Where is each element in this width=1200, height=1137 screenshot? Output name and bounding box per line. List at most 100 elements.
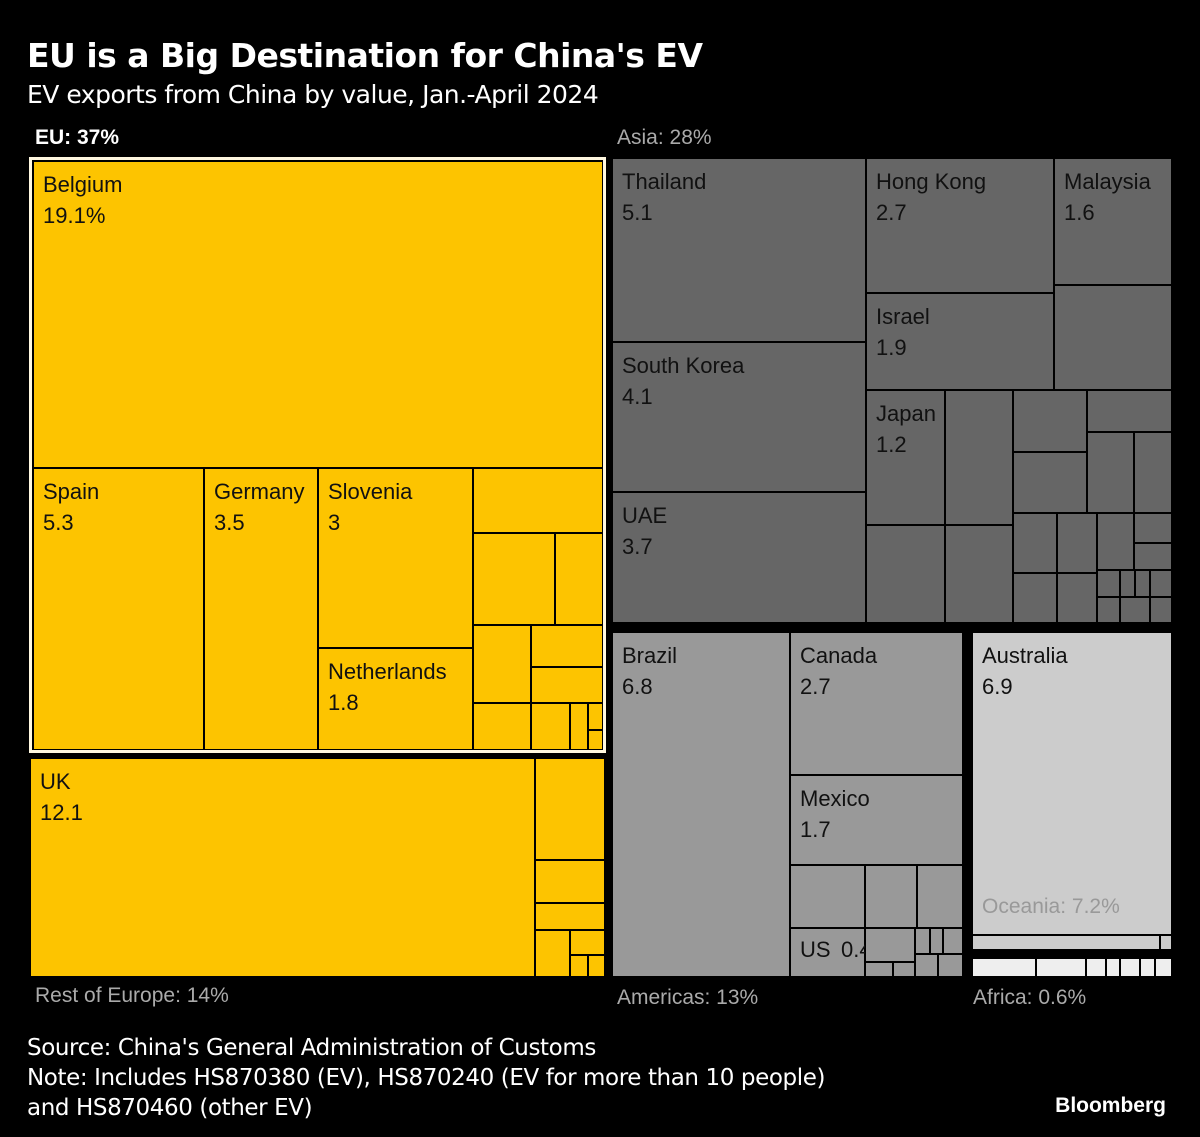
- treemap-cell-unlabeled: [473, 468, 603, 533]
- treemap-cell-unlabeled: [1087, 390, 1172, 432]
- cell-label: Germany: [214, 479, 305, 504]
- treemap-cell-unlabeled: [930, 928, 943, 954]
- treemap-cell-unlabeled: [535, 758, 605, 860]
- cell-label: Belgium: [43, 172, 123, 197]
- treemap-cell-brazil: Brazil 6.8: [612, 632, 790, 977]
- cell-label: Slovenia: [328, 479, 413, 504]
- treemap-cell-unlabeled: [1150, 570, 1172, 597]
- treemap-cell-unlabeled: [1036, 958, 1086, 977]
- group-label-americas: Americas: 13%: [617, 986, 759, 1009]
- treemap-cell-unlabeled: [1013, 513, 1057, 573]
- treemap-cell-unlabeled: [570, 930, 605, 955]
- source-note: Source: China's General Administration o…: [27, 1035, 596, 1061]
- treemap-cell-unlabeled: [588, 703, 603, 730]
- treemap-cell-unlabeled: [1134, 543, 1172, 570]
- treemap-cell-unlabeled: [1087, 432, 1134, 513]
- treemap-cell-unlabeled: [1140, 958, 1155, 977]
- chart-subtitle: EV exports from China by value, Jan.-Apr…: [27, 80, 599, 109]
- cell-label: Australia: [982, 643, 1068, 668]
- treemap-cell-unlabeled: [1097, 597, 1120, 623]
- treemap-cell-unlabeled: [1134, 432, 1172, 513]
- treemap-cell-unlabeled: [570, 955, 588, 977]
- treemap-cell-unlabeled: [1120, 958, 1140, 977]
- cell-label: Netherlands: [328, 659, 447, 684]
- treemap-cell-unlabeled: [473, 625, 531, 703]
- cell-value: 1.7: [800, 817, 831, 842]
- treemap-cell-unlabeled: [531, 703, 570, 750]
- treemap-cell-unlabeled: [1086, 958, 1106, 977]
- cell-label: UAE: [622, 503, 668, 528]
- cell-label: Thailand: [622, 169, 707, 194]
- treemap-cell-unlabeled: [588, 730, 603, 750]
- cell-label: South Korea: [622, 353, 745, 378]
- treemap-cell-unlabeled: [1013, 390, 1087, 452]
- treemap-cell-unlabeled: [1134, 513, 1172, 543]
- treemap-cell-unlabeled: [972, 958, 1036, 977]
- treemap-cell-netherlands: Netherlands 1.8: [318, 648, 473, 750]
- cell-value: 1.9: [876, 335, 907, 360]
- treemap-cell-mexico: Mexico 1.7: [790, 775, 963, 865]
- cell-value: 1.8: [328, 690, 359, 715]
- treemap-cell-unlabeled: [531, 625, 603, 667]
- treemap-cell-unlabeled: [535, 903, 605, 930]
- treemap-cell-germany: Germany 3.5: [204, 468, 318, 750]
- treemap-cell-unlabeled: [945, 525, 1013, 623]
- treemap-cell-unlabeled: [473, 703, 531, 750]
- cell-value: 2.7: [876, 200, 907, 225]
- treemap-cell-unlabeled: [893, 962, 915, 977]
- treemap-cell-belgium: Belgium 19.1%: [33, 161, 603, 468]
- cell-value: 12.1: [40, 800, 83, 825]
- cell-label: Mexico: [800, 786, 870, 811]
- treemap-cell-unlabeled: [865, 865, 917, 928]
- treemap-cell-unlabeled: [915, 928, 930, 954]
- group-label-asia: Asia: 28%: [617, 126, 712, 149]
- treemap-cell-thailand: Thailand 5.1: [612, 158, 866, 342]
- treemap-cell-unlabeled: [1160, 935, 1172, 950]
- treemap-cell-unlabeled: [555, 533, 603, 625]
- treemap-cell-unlabeled: [1155, 958, 1172, 977]
- treemap-cell-unlabeled: [1057, 573, 1097, 623]
- cell-label: Brazil: [622, 643, 678, 668]
- treemap-cell-unlabeled: [1097, 513, 1134, 570]
- treemap-cell-unlabeled: [535, 930, 570, 977]
- treemap-cell-australia: Australia 6.9: [972, 632, 1172, 935]
- treemap-cell-unlabeled: [972, 935, 1160, 950]
- treemap-cell-unlabeled: [1054, 285, 1172, 390]
- cell-label: US: [800, 937, 831, 962]
- treemap-cell-unlabeled: [1135, 570, 1150, 597]
- treemap-cell-unlabeled: [865, 928, 915, 962]
- treemap-cell-slovenia: Slovenia 3: [318, 468, 473, 648]
- treemap-cell-unlabeled: [531, 667, 603, 703]
- treemap-cell-unlabeled: [1057, 513, 1097, 573]
- cell-value: 5.1: [622, 200, 653, 225]
- treemap-cell-us: US 0.4: [790, 928, 872, 977]
- cell-label: Canada: [800, 643, 878, 668]
- cell-value: 1.2: [876, 432, 907, 457]
- treemap-cell-unlabeled: [570, 703, 588, 750]
- treemap-cell-uk: UK 12.1: [30, 758, 535, 977]
- chart-title: EU is a Big Destination for China's EV: [27, 36, 703, 75]
- cell-label: Spain: [43, 479, 100, 504]
- treemap-cell-unlabeled: [588, 955, 605, 977]
- treemap-cell-unlabeled: [943, 928, 963, 954]
- footnote-line-2: and HS870460 (other EV): [27, 1095, 313, 1121]
- cell-label: UK: [40, 769, 71, 794]
- treemap-cell-unlabeled: [535, 860, 605, 903]
- footnote-line-1: Note: Includes HS870380 (EV), HS870240 (…: [27, 1065, 826, 1091]
- treemap-cell-malaysia: Malaysia 1.6: [1054, 158, 1172, 285]
- treemap-cell-unlabeled: [1106, 958, 1120, 977]
- cell-label: Hong Kong: [876, 169, 987, 194]
- cell-value: 3.7: [622, 534, 653, 559]
- treemap-cell-israel: Israel 1.9: [866, 293, 1054, 390]
- treemap-cell-spain: Spain 5.3: [33, 468, 204, 750]
- treemap-cell-unlabeled: [1150, 597, 1172, 623]
- treemap-cell-unlabeled: [866, 525, 945, 623]
- cell-value: 1.6: [1064, 200, 1095, 225]
- treemap-cell-unlabeled: [1120, 570, 1135, 597]
- cell-value: 5.3: [43, 510, 74, 535]
- group-label-africa: Africa: 0.6%: [973, 986, 1087, 1009]
- treemap-cell-uae: UAE 3.7: [612, 492, 866, 623]
- treemap-cell-japan: Japan 1.2: [866, 390, 945, 525]
- cell-value: 19.1%: [43, 203, 106, 228]
